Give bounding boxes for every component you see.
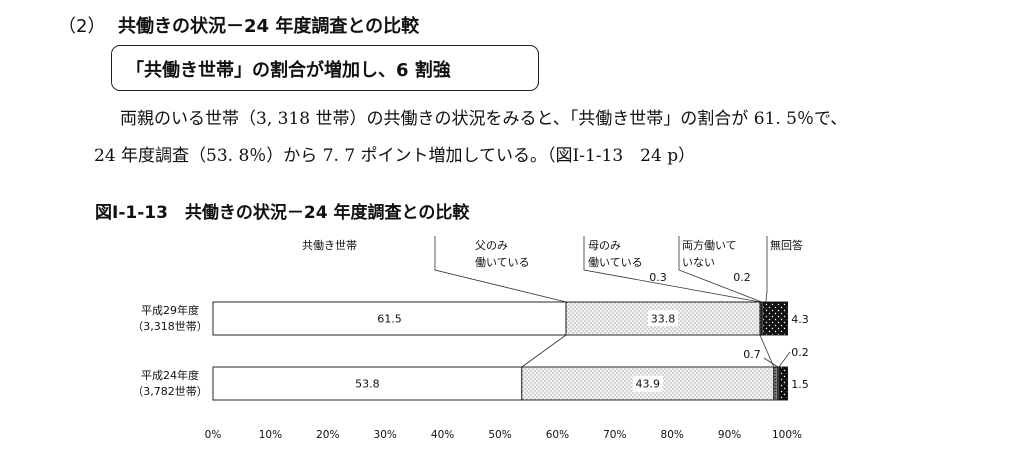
chart-text: 平成29年度 （3,318世帯） 平成24年度 （3,782世帯） 61.5 33.8 53… (132, 238, 809, 441)
x-tick-label: 40% (431, 429, 454, 441)
bar-segment (773, 366, 779, 401)
value-label: 0.3 (649, 271, 667, 284)
legend-label: 父のみ (475, 239, 508, 252)
category-label: 平成24年度 (141, 368, 199, 382)
value-label: 43.9 (636, 378, 661, 391)
category-label: 平成29年度 (141, 303, 199, 317)
headline-box: 「共働き世帯」の割合が増加し、6 割強 (111, 45, 539, 91)
value-label: 4.3 (791, 313, 809, 326)
paragraph-line-1: 両親のいる世帯（3, 318 世帯）の共働きの状況をみると、「共働き世帯」の割合… (120, 109, 848, 129)
x-tick-label: 20% (316, 429, 339, 441)
chart-guide-lines (434, 236, 791, 368)
value-label-bg (632, 375, 663, 392)
legend-label: 両方働いて (682, 238, 737, 252)
x-tick-label: 50% (488, 429, 511, 441)
x-tick-label: 100% (772, 429, 802, 441)
legend-leader-line (678, 236, 762, 303)
legend-sublabel: 働いている (588, 256, 643, 269)
legend-label: 母のみ (588, 239, 621, 252)
value-label: 61.5 (377, 313, 402, 326)
x-tick-label: 80% (661, 429, 684, 441)
value-label: 0.2 (733, 271, 751, 284)
value-label: 53.8 (355, 378, 380, 391)
category-sublabel: （3,318世帯） (132, 320, 208, 333)
x-tick-label: 10% (259, 429, 282, 441)
paragraph-line-2: 24 年度調査（53. 8％）から 7. 7 ポイント増加している。（図Ⅰ-1-… (94, 146, 696, 166)
category-sublabel: （3,782世帯） (132, 385, 208, 398)
legend-sublabel: 働いている (475, 256, 530, 269)
legend-label: 無回答 (770, 238, 803, 252)
connector-line (759, 334, 775, 368)
x-tick-label: 30% (374, 429, 397, 441)
x-tick-label: 60% (546, 429, 569, 441)
section-number: （2） (58, 16, 106, 37)
x-tick-label: 90% (718, 429, 741, 441)
headline-text: 「共働き世帯」の割合が増加し、6 割強 (126, 60, 451, 81)
legend-leader-line (583, 236, 761, 303)
connector-line (521, 334, 567, 368)
bar-segment (778, 366, 789, 401)
legend-label: 共働き世帯 (302, 239, 357, 252)
value-label: 0.7 (743, 348, 761, 361)
value-label: 33.8 (651, 313, 676, 326)
value-label-bg (648, 310, 679, 327)
x-tick-label: 70% (603, 429, 626, 441)
chart-bars (212, 301, 789, 401)
legend-sublabel: いない (682, 256, 715, 269)
section-title: 共働きの状況－24 年度調査との比較 (118, 16, 420, 37)
value-label: 0.2 (791, 346, 809, 359)
figure-title: 図Ⅰ-1-13 共働きの状況－24 年度調査との比較 (95, 203, 470, 223)
value-label: 1.5 (791, 378, 809, 391)
legend-leader-line (765, 236, 768, 303)
legend-leader-line (434, 236, 567, 303)
x-tick-label: 0% (205, 429, 222, 441)
leader-line (763, 357, 779, 368)
bar-segment (762, 301, 789, 336)
leader-line (778, 351, 791, 368)
